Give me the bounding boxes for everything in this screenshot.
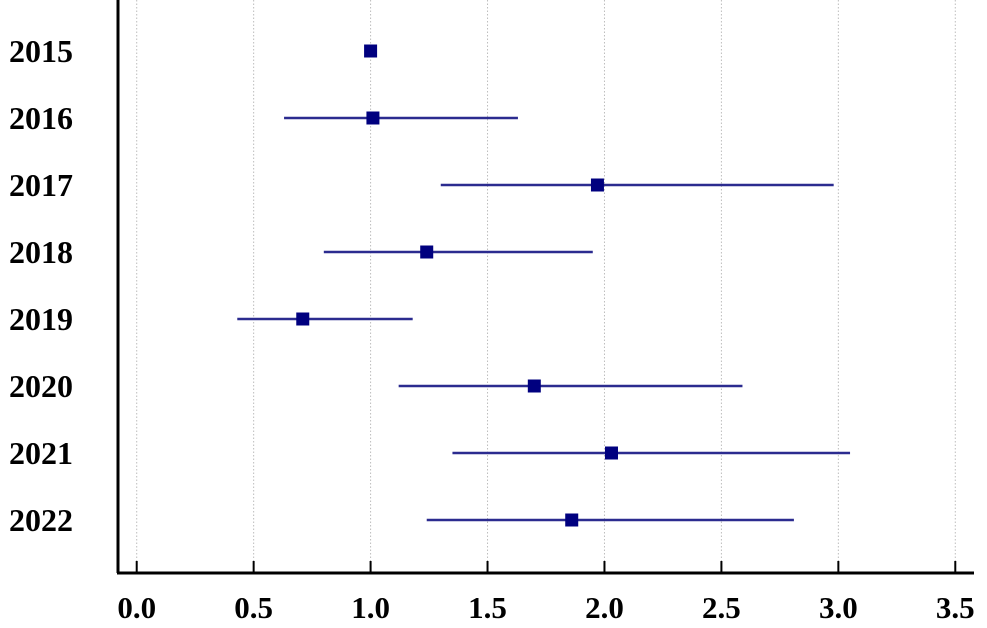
x-tick-label: 3.5 xyxy=(936,590,975,625)
y-category-label: 2022 xyxy=(9,502,73,538)
y-axis-labels: 2015 2016 2017 2018 2019 2020 2021 2022 xyxy=(9,33,73,538)
point-estimate-marker xyxy=(604,446,618,460)
x-tick-label: 2.0 xyxy=(585,590,624,625)
vertical-gridlines xyxy=(136,0,956,573)
y-category-label: 2021 xyxy=(9,435,73,471)
point-estimate-marker xyxy=(565,513,579,527)
point-estimate-marker xyxy=(296,312,310,326)
point-estimates xyxy=(296,44,618,527)
y-category-label: 2017 xyxy=(9,167,73,203)
y-category-label: 2018 xyxy=(9,234,73,270)
x-tick-label: 3.0 xyxy=(819,590,858,625)
x-tick-label: 2.5 xyxy=(702,590,741,625)
point-estimate-marker xyxy=(527,379,541,393)
x-axis-ticks: 0.0 0.5 1.0 1.5 2.0 2.5 3.0 3.5 xyxy=(117,561,975,625)
point-estimate-marker xyxy=(420,245,434,259)
point-estimate-marker xyxy=(364,44,378,58)
point-estimate-marker xyxy=(590,178,604,192)
y-category-label: 2019 xyxy=(9,301,73,337)
point-estimate-marker xyxy=(366,111,380,125)
x-tick-label: 1.0 xyxy=(351,590,390,625)
x-tick-label: 0.5 xyxy=(234,590,273,625)
confidence-intervals xyxy=(237,116,851,522)
y-category-label: 2020 xyxy=(9,368,73,404)
y-category-label: 2015 xyxy=(9,33,73,69)
x-tick-label: 0.0 xyxy=(117,590,156,625)
y-category-label: 2016 xyxy=(9,100,73,136)
x-tick-label: 1.5 xyxy=(468,590,507,625)
